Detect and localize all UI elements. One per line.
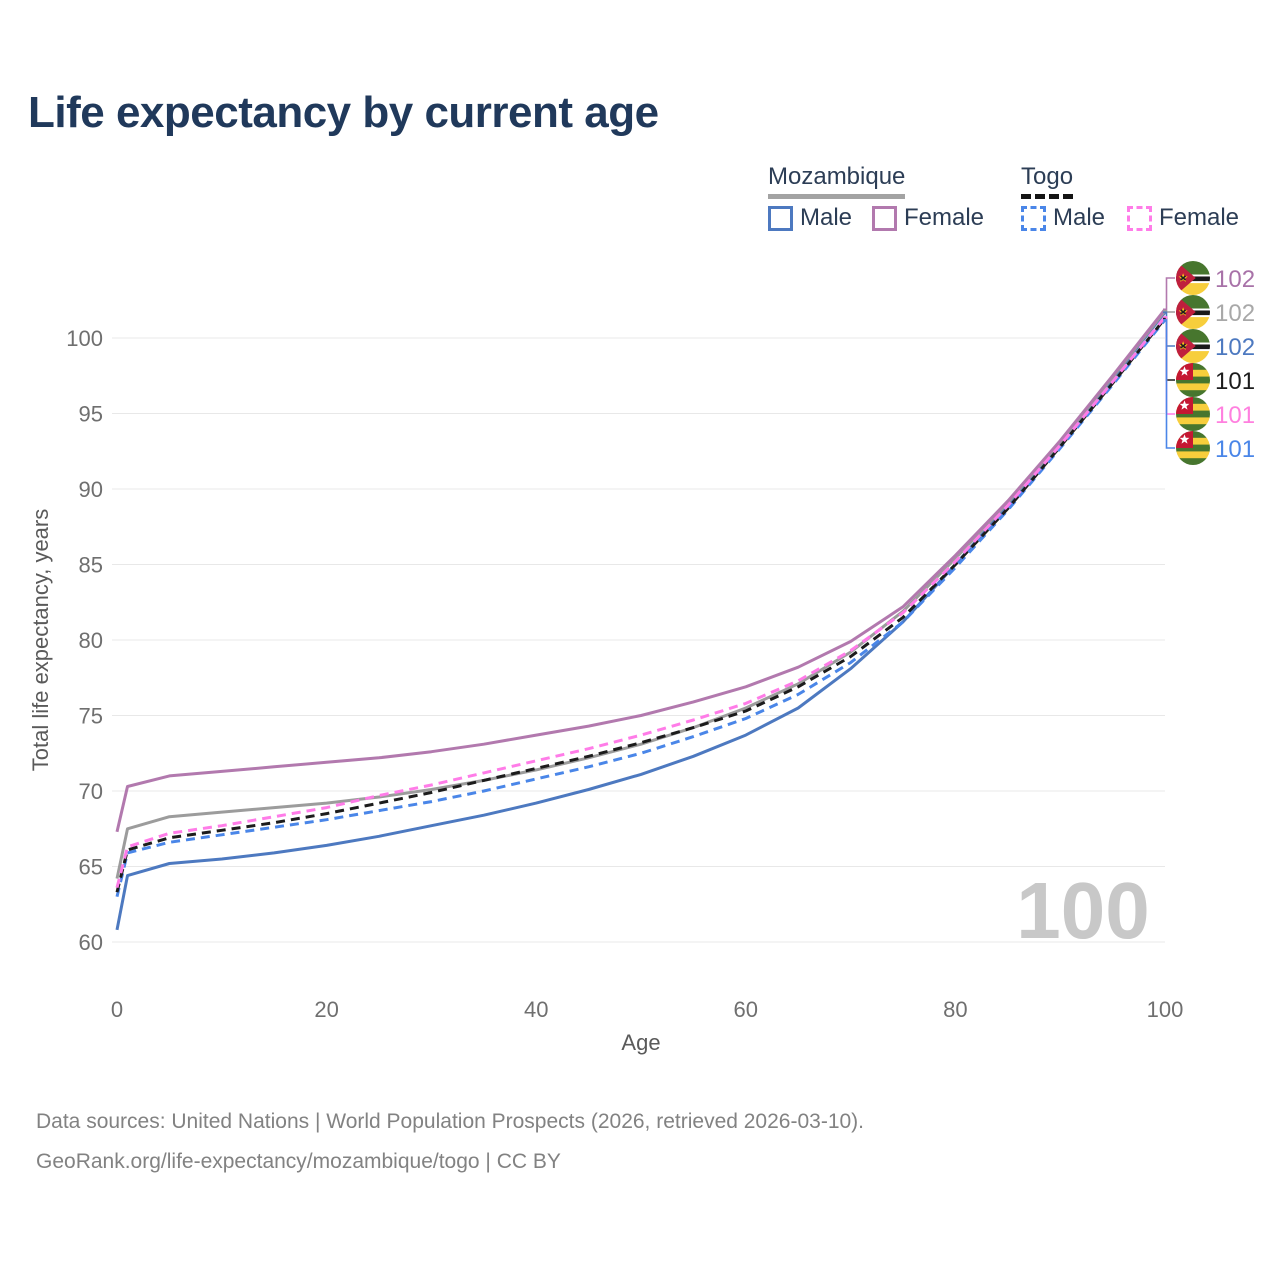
x-tick-label: 0: [111, 997, 123, 1022]
y-tick-label: 65: [79, 855, 103, 880]
y-axis-title: Total life expectancy, years: [28, 509, 53, 772]
x-tick-label: 80: [943, 997, 967, 1022]
legend-item-togo-male[interactable]: Male: [1021, 204, 1105, 232]
mozambique-female-swatch-icon: [872, 205, 897, 231]
y-tick-label: 85: [79, 553, 103, 578]
end-value-label-togo_male: 101: [1215, 436, 1255, 463]
mozambique-flag-icon: [1176, 261, 1210, 295]
end-value-label-moz_female: 102: [1215, 266, 1255, 293]
leader-line: [1163, 277, 1175, 311]
end-value-label-moz_male: 102: [1215, 334, 1255, 361]
togo-flag-icon: [1176, 363, 1210, 397]
legend-label: Female: [904, 204, 985, 231]
mozambique-male-swatch-icon: [768, 205, 793, 231]
series-line-moz_female[interactable]: [115, 308, 1167, 833]
series-line-moz_male[interactable]: [115, 311, 1167, 931]
legend-label: Female: [1159, 204, 1240, 231]
legend-label: Male: [800, 204, 853, 231]
leader-line: [1163, 319, 1175, 449]
legend-group-togo: Togo: [1021, 163, 1074, 199]
age-watermark: 100: [1016, 866, 1149, 955]
series-line-togo_male[interactable]: [115, 318, 1167, 898]
y-tick-label: 95: [79, 402, 103, 427]
x-tick-label: 20: [314, 997, 338, 1022]
series-line-moz_total[interactable]: [115, 309, 1167, 879]
series-line-togo_total[interactable]: [115, 317, 1167, 893]
y-tick-label: 75: [79, 704, 103, 729]
y-tick-label: 80: [79, 628, 103, 653]
x-axis-title: Age: [621, 1030, 660, 1055]
data-sources-text: Data sources: United Nations | World Pop…: [36, 1110, 865, 1133]
legend-item-mozambique-male[interactable]: Male: [768, 204, 852, 232]
mozambique-flag-icon: [1176, 295, 1210, 329]
leader-line: [1163, 316, 1175, 415]
end-value-label-moz_total: 102: [1215, 300, 1255, 327]
mozambique-flag-icon: [1176, 329, 1210, 363]
legend-item-mozambique-female[interactable]: Female: [872, 204, 984, 232]
page-title: Life expectancy by current age: [28, 88, 659, 137]
legend-group-mozambique: Mozambique: [768, 163, 906, 199]
x-tick-label: 40: [524, 997, 548, 1022]
leader-line: [1163, 310, 1175, 313]
y-tick-label: 90: [79, 477, 103, 502]
x-tick-label: 60: [734, 997, 758, 1022]
togo-male-swatch-icon: [1021, 205, 1046, 231]
attribution-text: GeoRank.org/life-expectancy/mozambique/t…: [36, 1150, 561, 1173]
togo-female-swatch-icon: [1127, 205, 1152, 231]
leader-line: [1163, 317, 1175, 381]
togo-flag-icon: [1176, 397, 1210, 431]
end-value-label-togo_total: 101: [1215, 368, 1255, 395]
end-value-label-togo_female: 101: [1215, 402, 1255, 429]
y-tick-label: 100: [66, 326, 103, 351]
series-line-togo_female[interactable]: [115, 315, 1167, 888]
y-tick-label: 60: [79, 930, 103, 955]
x-tick-label: 100: [1147, 997, 1184, 1022]
y-tick-label: 70: [79, 779, 103, 804]
legend-item-togo-female[interactable]: Female: [1127, 204, 1239, 232]
togo-flag-icon: [1176, 431, 1210, 465]
legend-label: Male: [1053, 204, 1106, 231]
